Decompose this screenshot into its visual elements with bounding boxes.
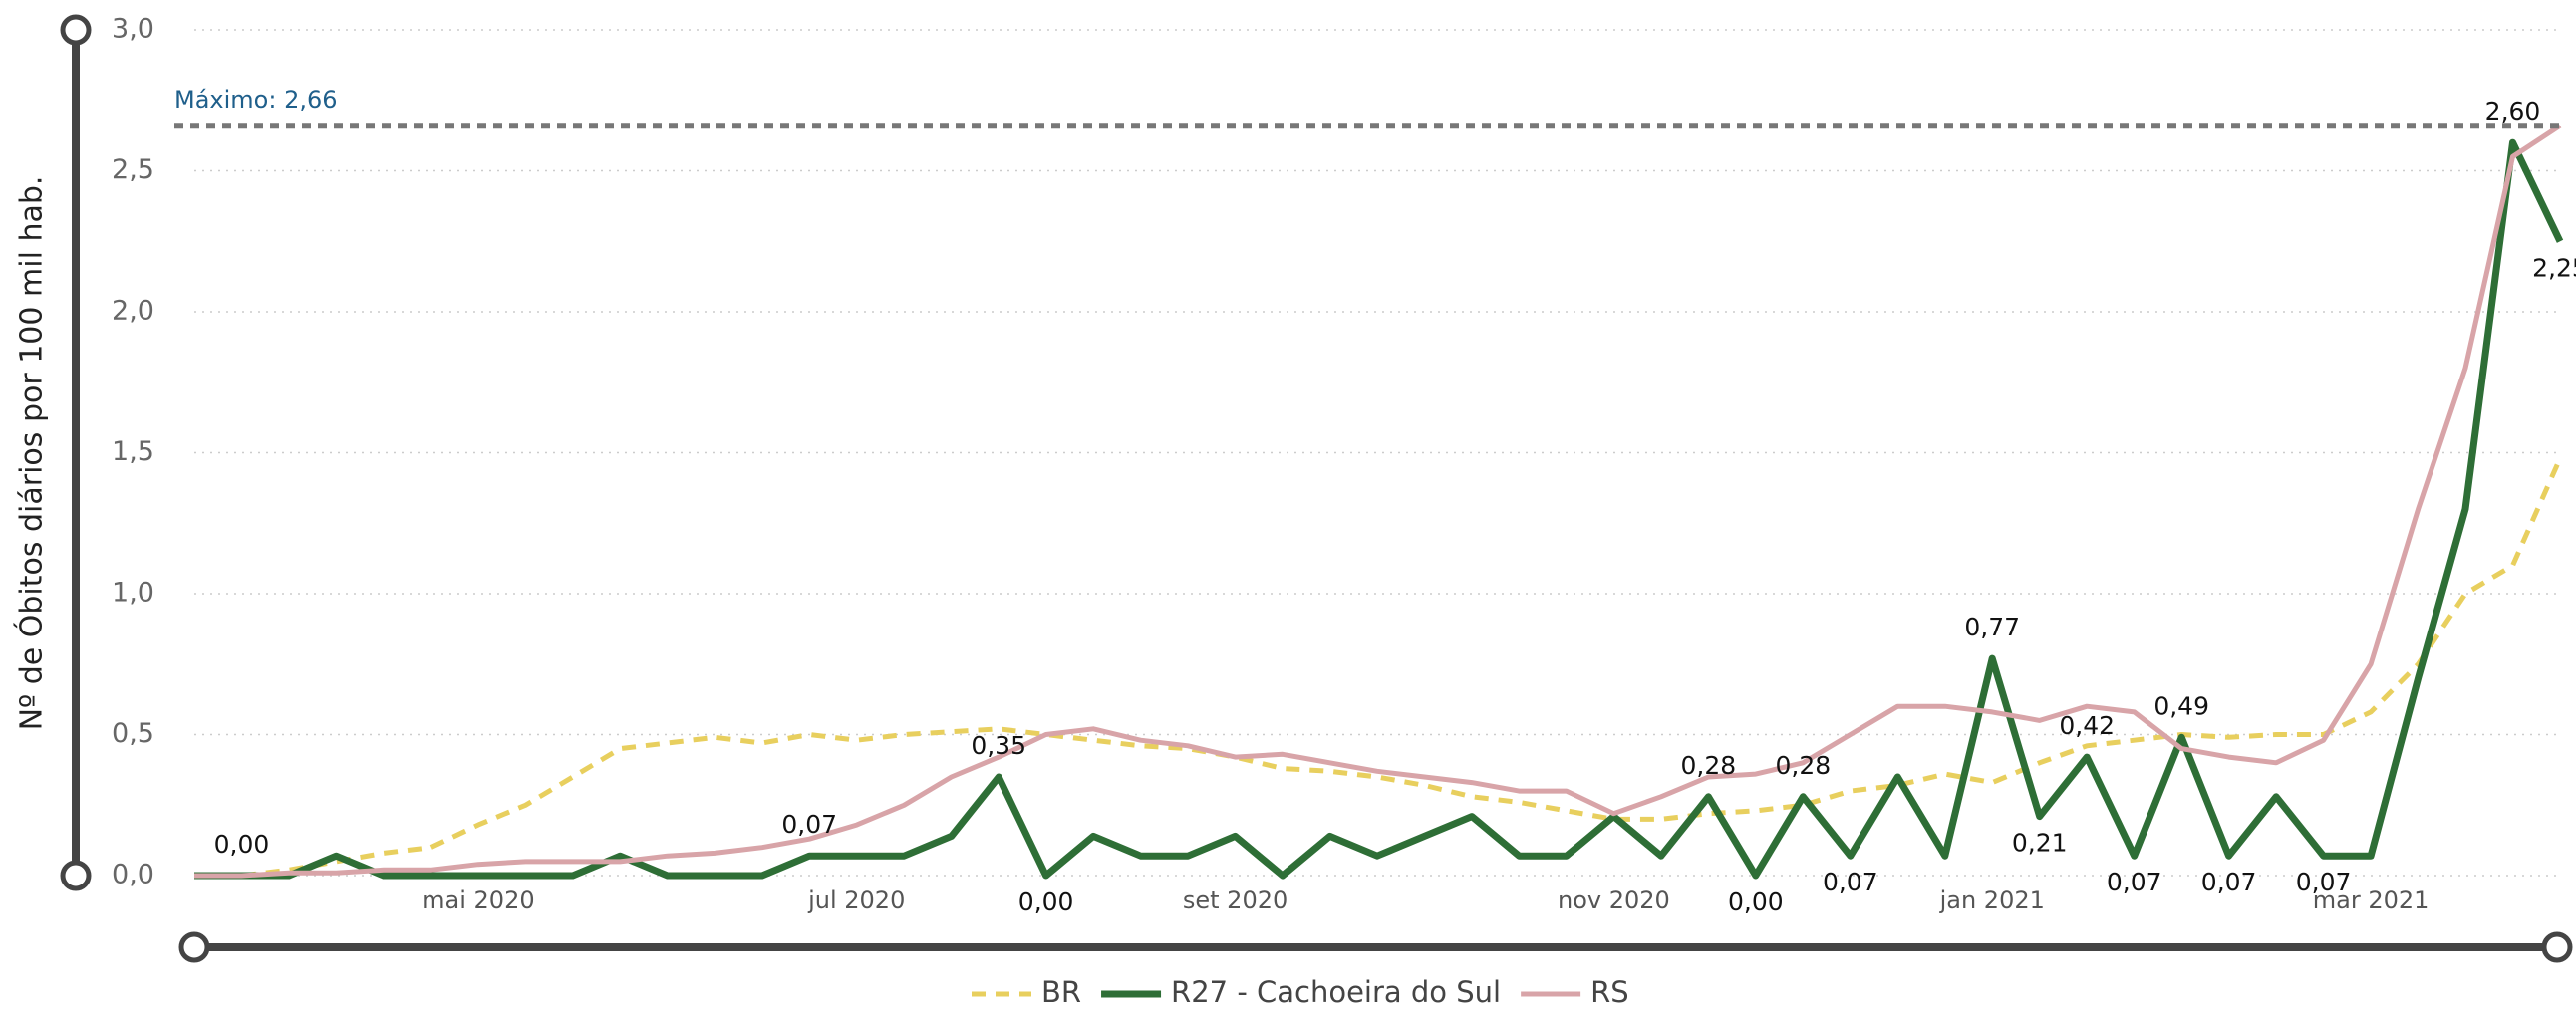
legend-label: BR (1041, 975, 1081, 1009)
slider-handle[interactable] (60, 860, 92, 891)
y-tick-label: 2,5 (112, 154, 154, 185)
data-label: 0,35 (971, 731, 1026, 760)
data-label: 0,07 (2296, 868, 2352, 896)
x-tick-label: mai 2020 (422, 886, 534, 914)
data-label: 0,42 (2059, 711, 2115, 740)
y-tick-label: 1,0 (112, 578, 154, 609)
y-tick-label: 3,0 (112, 14, 154, 45)
data-label: 0,21 (2012, 829, 2068, 858)
x-tick-label: jan 2021 (1939, 886, 2045, 914)
data-label: 0,28 (1681, 751, 1737, 780)
data-label: 0,77 (1964, 613, 2020, 641)
legend-label: RS (1590, 975, 1629, 1009)
max-label: Máximo: 2,66 (174, 86, 338, 114)
slider-handle[interactable] (178, 931, 210, 963)
y-tick-label: 2,0 (112, 296, 154, 327)
legend-label: R27 - Cachoeira do Sul (1171, 975, 1501, 1009)
slider-handle[interactable] (2541, 931, 2573, 963)
x-tick-label: mar 2021 (2313, 886, 2430, 914)
data-label: 0,07 (2107, 868, 2162, 896)
data-label: 0,07 (2201, 868, 2257, 896)
y-tick-label: 0,5 (112, 718, 154, 749)
data-label: 0,07 (781, 810, 837, 839)
data-label: 0,00 (1018, 887, 1074, 916)
series-line (194, 457, 2563, 879)
data-label: 0,07 (1823, 868, 1878, 896)
data-label: 2,25 (2532, 253, 2576, 282)
data-label: 0,00 (1728, 887, 1784, 916)
x-tick-label: set 2020 (1183, 886, 1288, 914)
series-line (194, 124, 2562, 879)
data-label: 2,60 (2485, 97, 2541, 126)
data-label: 0,28 (1775, 751, 1831, 780)
x-tick-label: nov 2020 (1558, 886, 1670, 914)
slider-handle[interactable] (60, 14, 92, 46)
data-label: 0,49 (2153, 691, 2209, 720)
y-tick-label: 1,5 (112, 436, 154, 467)
x-tick-label: jul 2020 (807, 886, 905, 914)
y-axis-title: Nº de Óbitos diários por 100 mil hab. (13, 176, 50, 731)
data-label: 0,00 (214, 830, 270, 859)
series-line (194, 138, 2564, 880)
y-tick-label: 0,0 (112, 860, 154, 890)
